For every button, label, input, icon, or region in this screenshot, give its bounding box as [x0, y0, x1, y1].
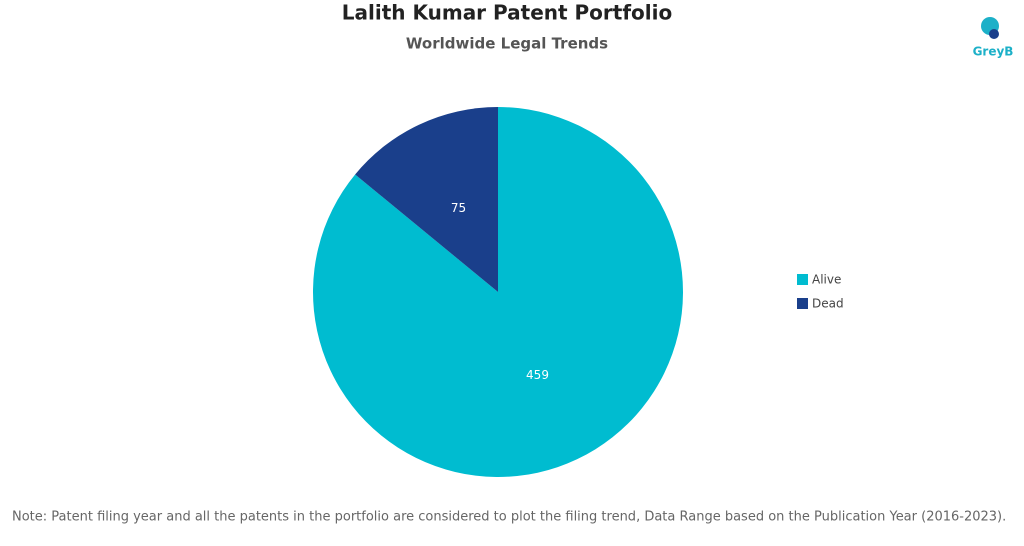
- chart-title: Lalith Kumar Patent Portfolio: [342, 1, 672, 25]
- logo: GreyB: [973, 17, 1014, 59]
- pie-slice: [355, 107, 498, 292]
- legend-swatch: [797, 298, 808, 309]
- logo-text: GreyB: [973, 45, 1014, 59]
- legend-label: Dead: [812, 297, 844, 311]
- data-label: 75: [451, 201, 466, 215]
- data-label: 459: [526, 368, 549, 382]
- legend-swatch: [797, 274, 808, 285]
- legend-label: Alive: [812, 273, 841, 287]
- note: Note: Patent filing year and all the pat…: [12, 510, 1006, 525]
- chart-subtitle: Worldwide Legal Trends: [406, 35, 608, 53]
- logo-icon: [989, 29, 999, 39]
